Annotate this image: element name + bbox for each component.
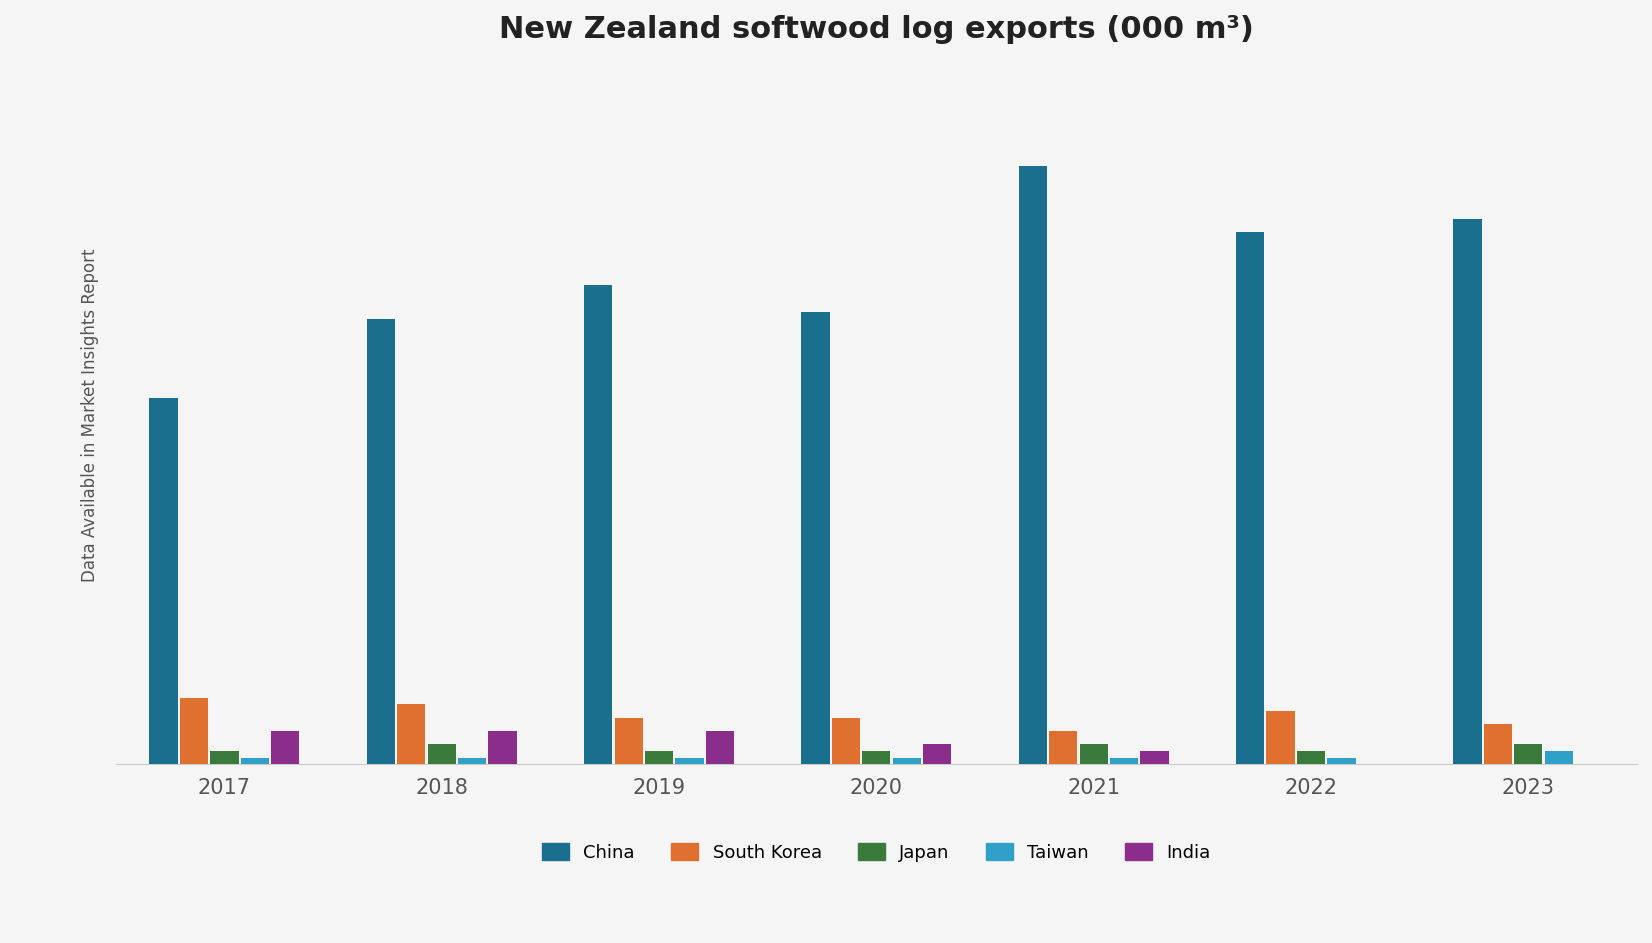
Bar — [1515, 744, 1543, 765]
Bar — [1545, 751, 1573, 765]
Bar — [210, 751, 238, 765]
Bar — [367, 319, 395, 765]
Bar — [833, 718, 861, 765]
Bar — [801, 312, 829, 765]
Bar — [489, 731, 517, 765]
Bar — [923, 744, 952, 765]
Bar — [149, 399, 178, 765]
Bar — [1327, 757, 1356, 765]
Bar — [271, 731, 299, 765]
Legend: China, South Korea, Japan, Taiwan, India: China, South Korea, Japan, Taiwan, India — [535, 836, 1218, 869]
Bar — [644, 751, 672, 765]
Bar — [396, 704, 426, 765]
Title: New Zealand softwood log exports (000 m³): New Zealand softwood log exports (000 m³… — [499, 15, 1254, 44]
Bar — [1079, 744, 1108, 765]
Bar — [676, 757, 704, 765]
Bar — [1019, 166, 1047, 765]
Bar — [1049, 731, 1077, 765]
Bar — [892, 757, 920, 765]
Bar — [241, 757, 269, 765]
Bar — [1267, 711, 1295, 765]
Bar — [1236, 232, 1264, 765]
Bar — [458, 757, 486, 765]
Bar — [1110, 757, 1138, 765]
Bar — [1454, 219, 1482, 765]
Bar — [1140, 751, 1168, 765]
Bar — [1483, 724, 1512, 765]
Y-axis label: Data Available in Market Insights Report: Data Available in Market Insights Report — [81, 248, 99, 582]
Bar — [428, 744, 456, 765]
Bar — [585, 286, 613, 765]
Bar — [1297, 751, 1325, 765]
Bar — [705, 731, 733, 765]
Bar — [862, 751, 890, 765]
Bar — [180, 698, 208, 765]
Bar — [615, 718, 643, 765]
